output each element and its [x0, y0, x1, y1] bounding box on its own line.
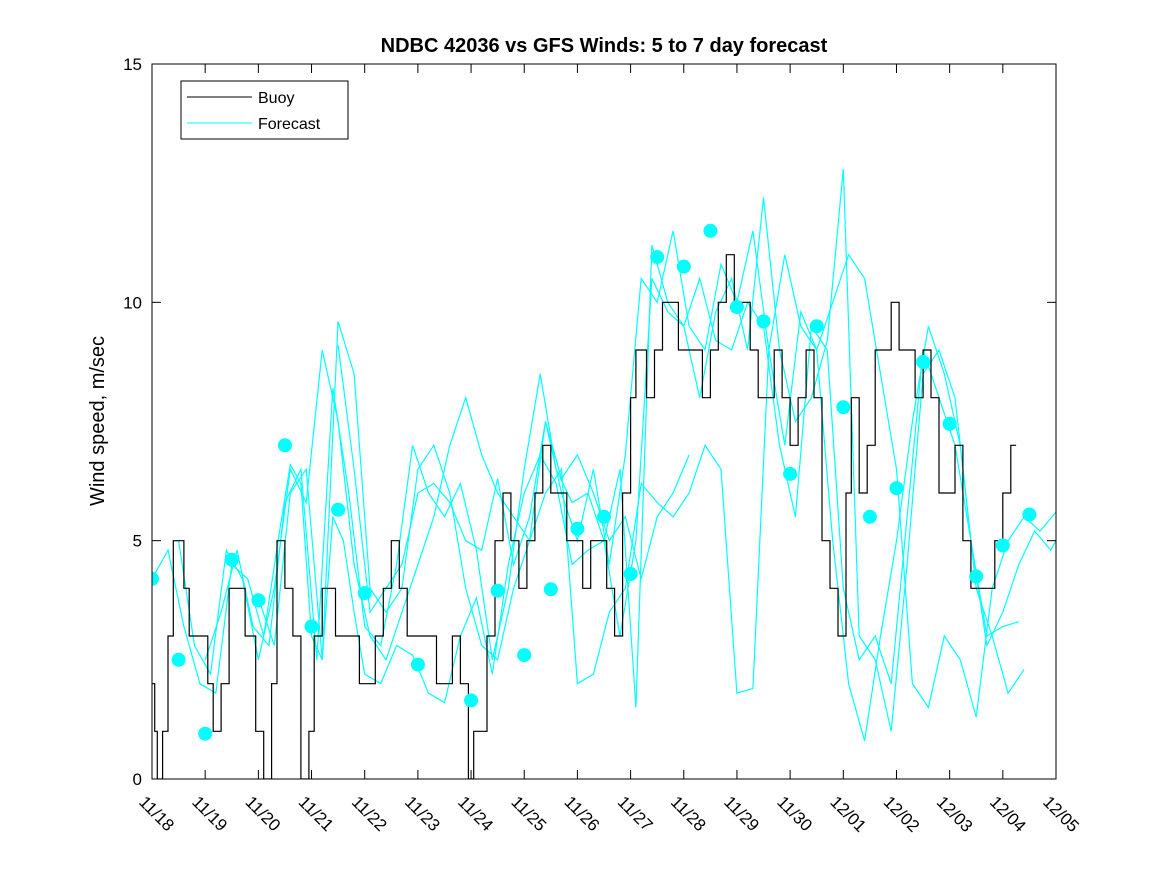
forecast-point: [357, 586, 372, 601]
series-layer: [152, 168, 1056, 779]
plot-frame: [151, 63, 1057, 780]
forecast-point: [676, 259, 691, 274]
legend-box: [180, 80, 349, 140]
forecast-line-5: [337, 345, 690, 614]
forecast-point: [623, 567, 638, 581]
legend: Buoy Forecast: [180, 80, 349, 140]
forecast-point: [1022, 507, 1037, 522]
y-tick-label: 10: [123, 293, 142, 312]
forecast-point: [464, 693, 479, 708]
forecast-point: [729, 300, 744, 315]
forecast-point: [942, 416, 957, 431]
forecast-point: [224, 552, 239, 567]
chart-title: NDBC 42036 vs GFS Winds: 5 to 7 day fore…: [381, 35, 828, 57]
forecast-point: [836, 400, 851, 415]
forecast-point: [543, 582, 558, 597]
legend-label-buoy: Buoy: [258, 90, 294, 107]
y-tick-label: 5: [133, 532, 142, 551]
forecast-point: [331, 502, 346, 517]
y-tick-label: 0: [133, 770, 142, 789]
forecast-point: [809, 319, 824, 334]
forecast-point: [152, 571, 159, 586]
forecast-line-2: [178, 253, 1056, 718]
forecast-point: [597, 509, 611, 524]
forecast-line-3: [204, 168, 1019, 732]
forecast-line-4: [257, 230, 1025, 742]
forecast-point: [251, 593, 266, 608]
forecast-point: [198, 726, 213, 741]
forecast-point: [916, 354, 931, 369]
forecast-point: [277, 438, 292, 453]
forecast-point: [410, 657, 425, 672]
forecast-point: [889, 481, 904, 496]
y-tick-label: 15: [123, 55, 142, 74]
forecast-point: [756, 314, 771, 329]
y-axis-label: Wind speed, m/sec: [87, 336, 109, 506]
forecast-point: [570, 521, 585, 536]
forecast-point: [650, 250, 665, 265]
forecast-point: [517, 648, 532, 663]
forecast-point: [969, 569, 984, 584]
forecast-point: [703, 223, 718, 238]
forecast-line-1: [152, 276, 1056, 704]
legend-label-forecast: Forecast: [258, 116, 321, 133]
forecast-point: [171, 652, 186, 667]
forecast-point: [490, 583, 505, 598]
forecast-point: [995, 538, 1010, 553]
forecast-point: [304, 619, 319, 634]
forecast-point: [862, 509, 877, 524]
buoy-line: [152, 254, 1017, 779]
forecast-point: [783, 466, 798, 481]
